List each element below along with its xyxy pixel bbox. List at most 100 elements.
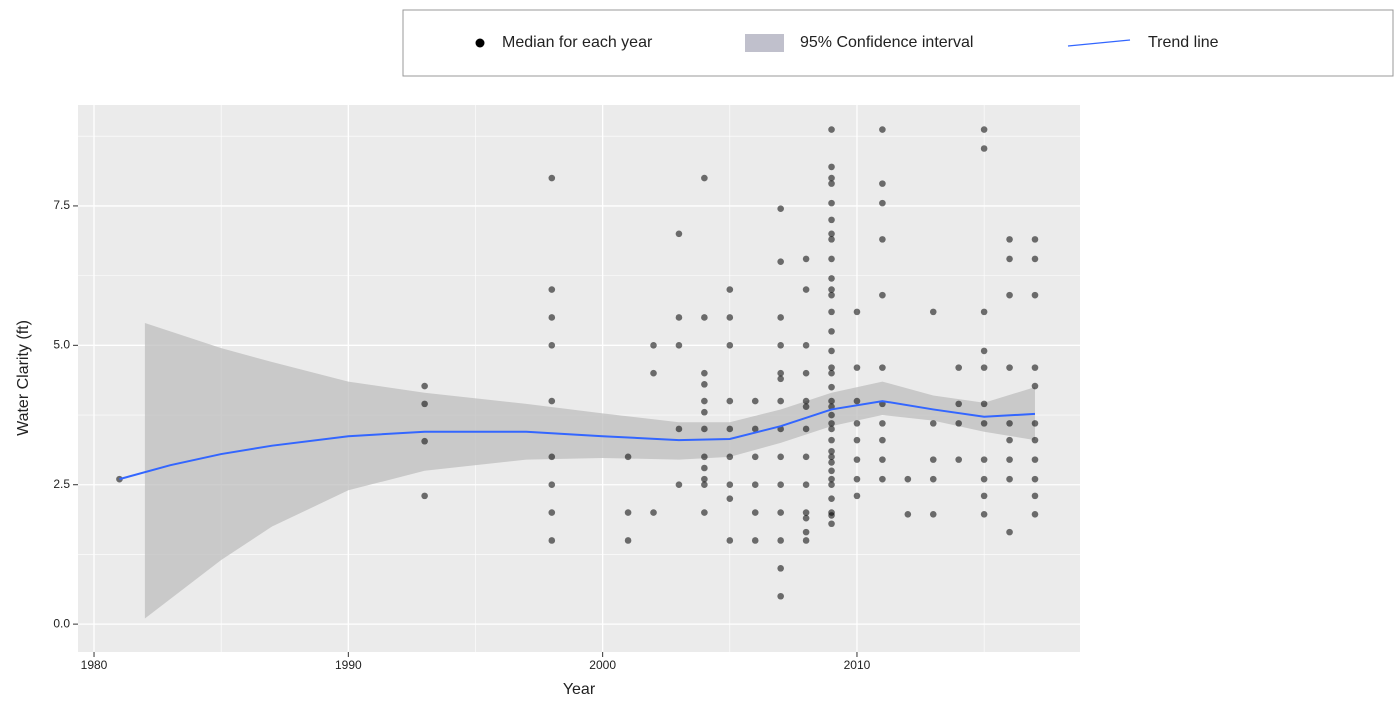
point — [828, 411, 835, 419]
legend-label: Median for each year — [502, 34, 653, 51]
point — [726, 397, 734, 405]
x-tick-label: 2000 — [589, 658, 616, 672]
point — [650, 509, 657, 516]
point — [929, 420, 937, 427]
point — [955, 400, 962, 408]
point — [1031, 436, 1039, 444]
point — [828, 512, 835, 519]
point — [1031, 364, 1039, 371]
point — [980, 126, 988, 133]
point — [980, 420, 988, 427]
point — [751, 425, 759, 433]
point — [853, 364, 861, 371]
point — [777, 375, 784, 383]
point — [828, 495, 835, 502]
point — [777, 509, 784, 516]
point — [1006, 364, 1013, 371]
point — [802, 481, 810, 489]
point — [879, 180, 886, 187]
point — [828, 328, 835, 335]
point — [701, 397, 708, 405]
point — [828, 447, 835, 455]
point — [980, 510, 988, 518]
point — [853, 492, 861, 500]
point — [701, 314, 708, 321]
point — [853, 420, 861, 427]
point — [777, 258, 784, 265]
point — [777, 397, 784, 405]
point — [701, 381, 708, 388]
trend-line — [119, 400, 1036, 481]
point — [726, 314, 734, 321]
point — [675, 425, 683, 433]
point — [701, 464, 708, 472]
point — [802, 286, 810, 293]
point — [116, 475, 123, 483]
point — [777, 342, 784, 349]
point — [879, 436, 886, 444]
x-tick-label: 1980 — [81, 658, 108, 672]
point — [802, 509, 810, 516]
point — [802, 453, 810, 461]
point — [828, 420, 835, 427]
point — [751, 509, 759, 516]
point — [980, 456, 988, 463]
point — [421, 382, 428, 390]
point — [955, 364, 962, 371]
point — [726, 425, 734, 433]
point — [929, 510, 937, 518]
point — [853, 475, 861, 483]
x-tick-label: 1990 — [335, 658, 362, 672]
point — [675, 230, 683, 238]
point — [701, 509, 708, 516]
point — [853, 308, 861, 316]
point — [828, 174, 835, 182]
point — [777, 592, 784, 600]
point — [828, 230, 835, 238]
point — [980, 145, 988, 152]
point — [802, 397, 810, 405]
point — [828, 369, 835, 377]
point — [548, 286, 556, 293]
point — [777, 314, 784, 321]
point — [1031, 255, 1039, 263]
point — [777, 481, 784, 489]
point — [802, 528, 810, 536]
point — [853, 397, 861, 405]
point — [853, 456, 861, 463]
point — [548, 314, 556, 321]
point — [828, 216, 835, 224]
point — [828, 347, 835, 355]
y-axis-title: Water Clarity (ft) — [15, 320, 32, 436]
point — [548, 453, 556, 461]
point — [929, 475, 937, 483]
point — [828, 453, 835, 461]
point — [980, 492, 988, 500]
point — [701, 174, 708, 182]
point — [777, 453, 784, 461]
point — [751, 481, 759, 489]
point — [879, 364, 886, 371]
point — [777, 369, 784, 377]
point — [879, 291, 886, 299]
point — [828, 180, 835, 187]
point — [548, 537, 556, 544]
point — [929, 308, 937, 316]
point — [421, 492, 428, 500]
point — [980, 347, 988, 355]
point — [1031, 510, 1039, 518]
point — [1031, 456, 1039, 463]
point — [675, 481, 683, 489]
point — [1006, 528, 1013, 536]
point — [802, 514, 810, 522]
point — [980, 364, 988, 371]
point — [1006, 420, 1013, 427]
point — [751, 453, 759, 461]
point — [701, 408, 708, 416]
point — [904, 510, 912, 518]
point — [1031, 291, 1039, 299]
point — [1031, 236, 1039, 243]
point — [726, 495, 734, 502]
point — [701, 369, 708, 377]
